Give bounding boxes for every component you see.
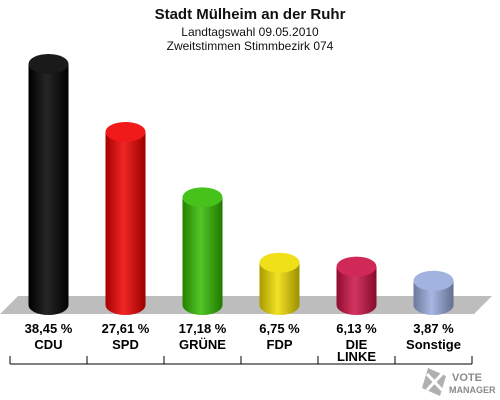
value-label: 17,18 % bbox=[179, 321, 227, 336]
bar-body bbox=[182, 197, 223, 305]
bar-base bbox=[413, 295, 454, 315]
bar-3 bbox=[259, 252, 300, 315]
category-label: GRÜNE bbox=[179, 337, 226, 352]
value-label: 3,87 % bbox=[413, 321, 454, 336]
bar-body bbox=[28, 64, 69, 305]
category-label: CDU bbox=[34, 337, 62, 352]
labels-group: 38,45 %CDU 27,61 %SPD 17,18 %GRÜNE 6,75 %FD… bbox=[25, 321, 461, 364]
category-label: LINKE bbox=[337, 349, 376, 364]
bar-base bbox=[259, 295, 300, 315]
bars-group bbox=[28, 54, 454, 315]
value-label: 6,75 % bbox=[259, 321, 300, 336]
vote-manager-logo: VOTE MANAGER bbox=[422, 368, 496, 396]
category-label: FDP bbox=[267, 337, 293, 352]
ballot-x-icon bbox=[422, 368, 446, 396]
bar-4 bbox=[336, 256, 377, 315]
bar-top bbox=[413, 270, 454, 291]
chart-subtitle-district: Zweitstimmen Stimmbezirk 074 bbox=[167, 39, 334, 53]
bar-base bbox=[336, 295, 377, 315]
bar-2 bbox=[182, 187, 223, 315]
bar-body bbox=[105, 131, 146, 305]
value-label: 6,13 % bbox=[336, 321, 377, 336]
bar-0 bbox=[28, 54, 69, 315]
category-label: Sonstige bbox=[406, 337, 461, 352]
bar-top bbox=[336, 256, 377, 277]
chart-title: Stadt Mülheim an der Ruhr bbox=[155, 6, 346, 23]
bar-base bbox=[182, 295, 223, 315]
category-ticks bbox=[9, 356, 473, 364]
chart-subtitle-election: Landtagswahl 09.05.2010 bbox=[181, 25, 319, 39]
bar-1 bbox=[105, 121, 146, 315]
value-label: 38,45 % bbox=[25, 321, 73, 336]
category-label: DIE bbox=[346, 337, 368, 352]
bar-5 bbox=[413, 270, 454, 315]
logo-vote-text: VOTE bbox=[452, 372, 482, 384]
bar-top bbox=[105, 121, 146, 142]
category-label: SPD bbox=[112, 337, 139, 352]
bar-top bbox=[259, 252, 300, 273]
value-label: 27,61 % bbox=[102, 321, 150, 336]
logo-manager-text: MANAGER bbox=[449, 385, 496, 395]
bar-base bbox=[105, 295, 146, 315]
bar-top bbox=[182, 187, 223, 208]
bar-base bbox=[28, 295, 69, 315]
bar-top bbox=[28, 54, 69, 74]
